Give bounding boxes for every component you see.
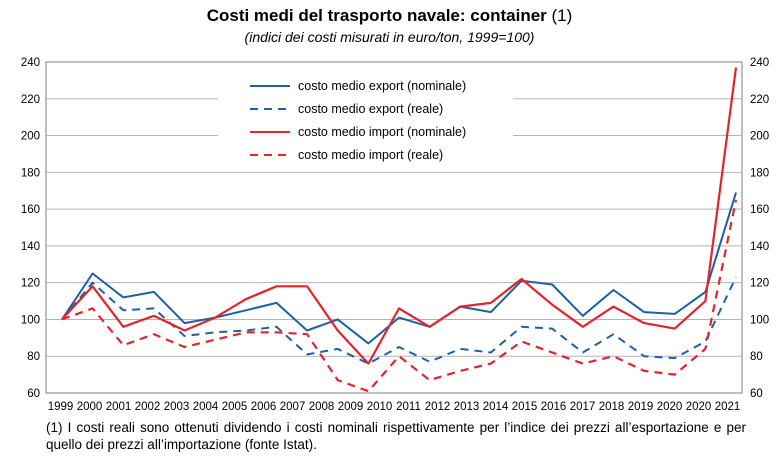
x-tick-label: 2016 [541, 401, 567, 413]
x-tick-label: 2009 [338, 401, 364, 413]
x-tick-label: 2007 [280, 401, 306, 413]
x-tick-label: 2005 [222, 401, 248, 413]
x-tick-label: 1999 [48, 401, 74, 413]
y-tick-label-right: 160 [750, 204, 769, 216]
x-tick-label: 2020 [686, 401, 712, 413]
x-tick-label: 2013 [454, 401, 480, 413]
x-tick-label: 2000 [77, 401, 103, 413]
y-tick-label-left: 180 [21, 167, 40, 179]
y-tick-label-right: 120 [750, 278, 769, 290]
plot-frame [45, 61, 743, 394]
y-tick-label-right: 200 [750, 131, 769, 143]
y-tick-label-right: 180 [750, 167, 769, 179]
y-tick-label-left: 80 [27, 351, 40, 363]
chart-title: Costi medi del trasporto navale: contain… [206, 6, 573, 25]
title-note: (1) [551, 6, 573, 25]
x-tick-label: 2001 [106, 401, 132, 413]
x-tick-label: 2018 [599, 401, 625, 413]
x-tick-label: 2021 [715, 401, 741, 413]
x-tick-label: 2008 [309, 401, 335, 413]
y-tick-label-right: 80 [750, 351, 763, 363]
y-tick-label-right: 220 [750, 94, 769, 106]
x-tick-label: 2003 [164, 401, 190, 413]
y-tick-label-left: 240 [21, 57, 40, 69]
y-tick-label-left: 60 [27, 388, 40, 400]
x-tick-label: 2014 [483, 401, 509, 413]
y-tick-label-left: 160 [21, 204, 40, 216]
x-tick-label: 2006 [251, 401, 277, 413]
x-tick-label: 2004 [193, 401, 219, 413]
x-tick-label: 2019 [628, 401, 654, 413]
series-line-3 [61, 67, 738, 365]
series-line-4 [61, 199, 738, 393]
y-tick-label-right: 140 [750, 241, 769, 253]
y-tick-label-right: 240 [750, 57, 769, 69]
x-tick-label: 2012 [425, 401, 451, 413]
legend-label: costo medio export (reale) [298, 102, 443, 116]
legend-label: costo medio import (reale) [298, 148, 443, 162]
y-tick-label-left: 140 [21, 241, 40, 253]
chart-subtitle: (indici dei costi misurati in euro/ton, … [244, 29, 535, 45]
x-tick-label: 2011 [396, 401, 421, 413]
legend-label: costo medio export (nominale) [298, 79, 466, 93]
legend-label: costo medio import (nominale) [298, 125, 466, 139]
y-tick-label-right: 100 [750, 314, 769, 326]
x-tick-label: 2002 [135, 401, 161, 413]
x-tick-label: 2015 [512, 401, 538, 413]
x-tick-label: 2020 [657, 401, 683, 413]
y-tick-label-left: 100 [21, 314, 40, 326]
x-tick-label: 2017 [570, 401, 596, 413]
series-line-1 [61, 192, 737, 345]
y-tick-label-right: 60 [750, 388, 763, 400]
y-tick-label-left: 220 [21, 94, 40, 106]
y-tick-label-left: 120 [21, 278, 40, 290]
x-tick-label: 2010 [367, 401, 393, 413]
footnote: (1) I costi reali sono ottenuti dividend… [46, 420, 746, 452]
y-tick-label-left: 200 [21, 131, 40, 143]
